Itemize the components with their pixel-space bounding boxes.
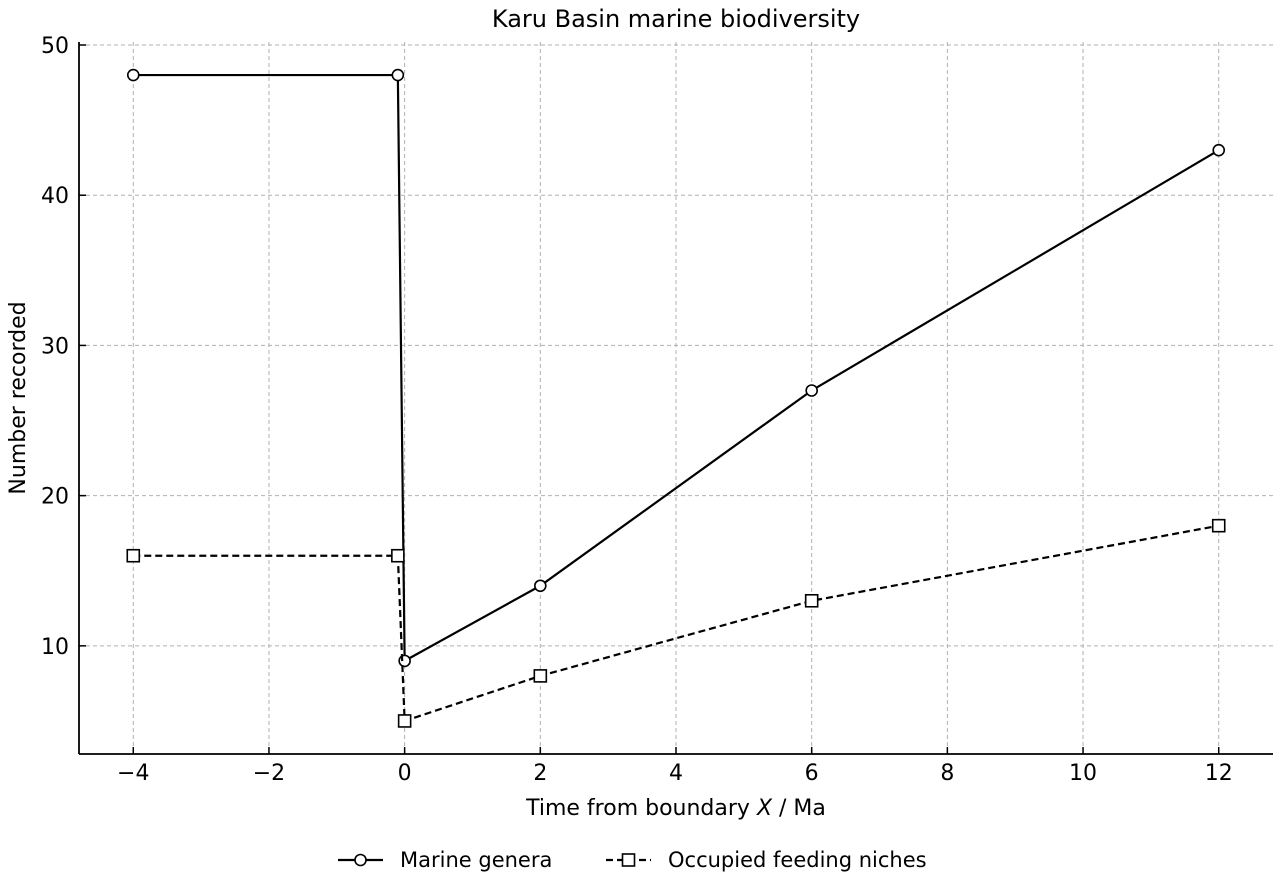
data-point bbox=[126, 68, 140, 82]
y-axis-title: Number recorded bbox=[6, 301, 31, 494]
x-tick-label: 0 bbox=[398, 761, 412, 786]
x-tick-label: 10 bbox=[1069, 761, 1097, 786]
data-point bbox=[533, 669, 548, 683]
y-tick-label: 10 bbox=[41, 635, 69, 660]
legend-label: Occupied feeding niches bbox=[668, 848, 927, 872]
x-tick-label: 2 bbox=[533, 761, 547, 786]
legend-marker bbox=[354, 853, 367, 867]
y-tick-label: 50 bbox=[41, 34, 69, 59]
y-tick-label: 40 bbox=[41, 184, 69, 209]
x-tick-label: 12 bbox=[1205, 761, 1233, 786]
series-line bbox=[133, 524, 1219, 723]
data-point bbox=[534, 579, 547, 593]
legend-marker bbox=[621, 853, 636, 867]
legend-label: Marine genera bbox=[400, 848, 552, 872]
data-point bbox=[397, 714, 412, 728]
data-point bbox=[391, 68, 405, 82]
grid bbox=[79, 42, 1273, 754]
x-tick-label: 4 bbox=[669, 761, 683, 786]
y-tick-label: 20 bbox=[41, 485, 69, 510]
ticks: −4 −2 0 2 4 6 8 10 12 10 20 30 40 50 bbox=[41, 34, 1233, 786]
data-point bbox=[1211, 518, 1226, 533]
series-line bbox=[133, 73, 1220, 663]
data-point bbox=[398, 654, 411, 668]
data-point bbox=[391, 548, 405, 563]
x-axis-title-prefix: Time from boundary bbox=[525, 796, 757, 821]
data-point bbox=[804, 593, 819, 608]
data-point bbox=[1212, 143, 1226, 157]
x-axis-title: Time from boundary X / Ma bbox=[525, 796, 826, 821]
x-axis-title-variable: X bbox=[756, 796, 773, 821]
data-point bbox=[805, 384, 818, 397]
series-2 bbox=[126, 518, 1226, 728]
chart-title: Karu Basin marine biodiversity bbox=[492, 5, 860, 33]
x-tick-label: 8 bbox=[940, 761, 954, 786]
series-layer bbox=[126, 68, 1226, 728]
x-tick-label: −2 bbox=[253, 761, 285, 786]
y-tick-label: 30 bbox=[41, 334, 69, 359]
legend-entry-2: Occupied feeding niches bbox=[606, 848, 927, 872]
x-tick-label: 6 bbox=[805, 761, 819, 786]
legend-entry-1: Marine genera bbox=[338, 848, 552, 872]
legend: Marine genera Occupied feeding niches bbox=[338, 848, 927, 872]
data-point bbox=[126, 548, 141, 563]
x-tick-label: −4 bbox=[117, 761, 149, 786]
x-axis-title-suffix: / Ma bbox=[772, 796, 826, 821]
